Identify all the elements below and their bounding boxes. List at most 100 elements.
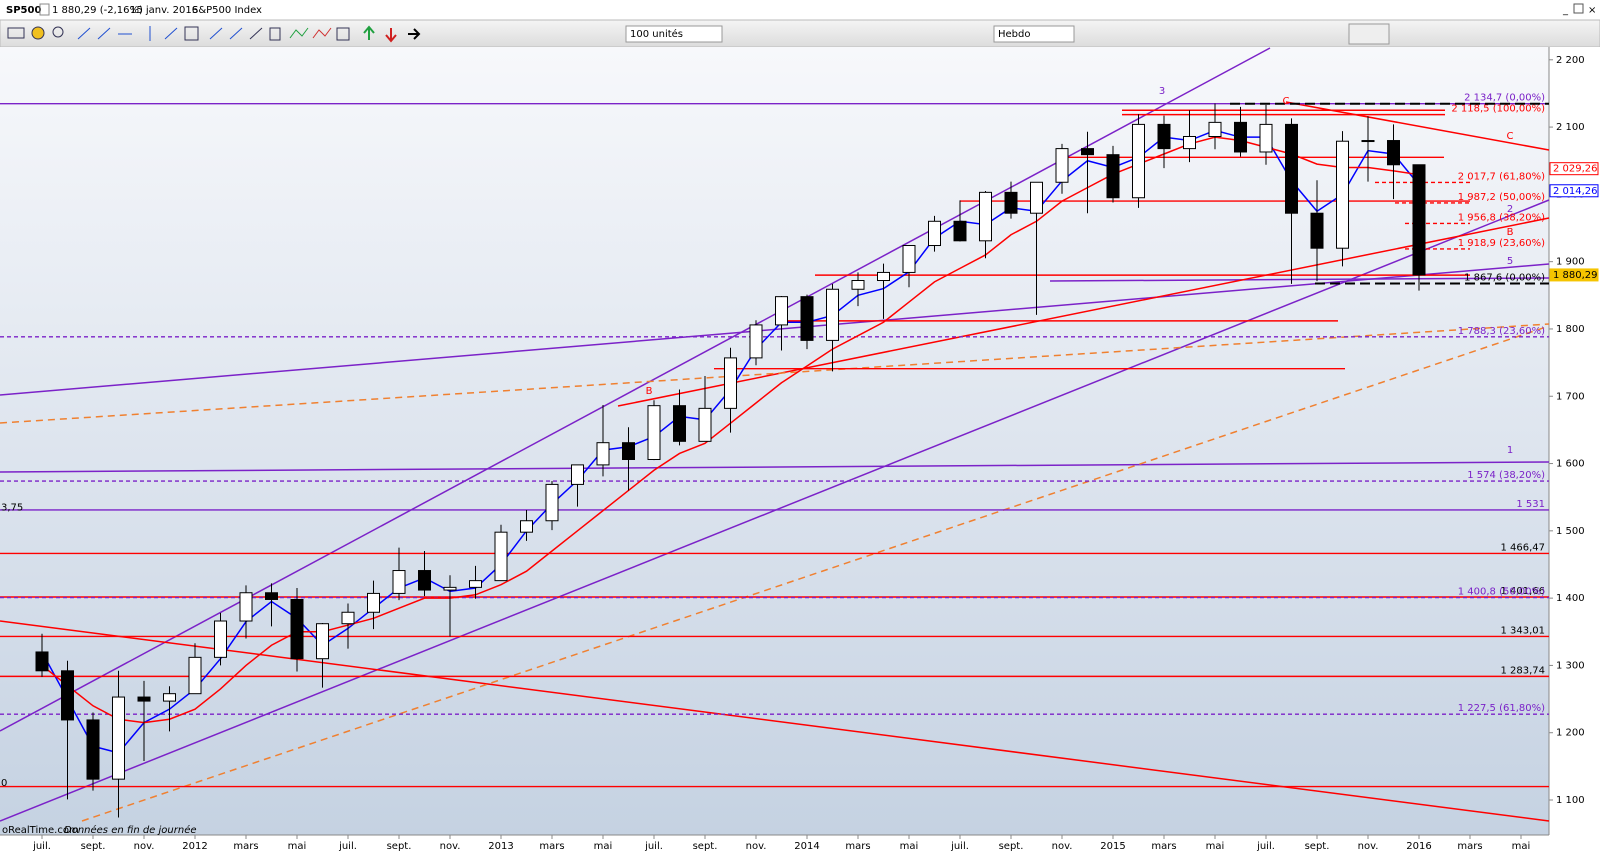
level-label: 1 867,6 (0,00%)	[1464, 272, 1545, 283]
wave-label: 2	[1507, 204, 1513, 215]
tool-cross[interactable]	[249, 27, 263, 40]
trendline	[0, 323, 1550, 424]
candle-body	[188, 656, 202, 695]
candle-body	[1157, 123, 1171, 150]
price-tag	[1549, 268, 1599, 282]
minimize[interactable]: _	[1562, 5, 1569, 16]
price-tag	[1549, 184, 1599, 198]
tool-line[interactable]	[77, 27, 91, 40]
level-label: 1 956,8 (38,20%)	[1458, 212, 1545, 223]
x-tick-label: sept.	[81, 841, 106, 852]
footer-note: Données en fin de journée	[64, 824, 197, 836]
x-tick-label: sept.	[1305, 841, 1330, 852]
trendline	[0, 461, 1550, 473]
tool-ruler[interactable]	[7, 27, 25, 39]
tool-zoom[interactable]	[52, 26, 64, 38]
candle-body	[953, 220, 967, 242]
candle-body	[290, 598, 304, 660]
candle-body	[1285, 123, 1298, 214]
units-select[interactable]	[625, 25, 723, 43]
x-tick-label: 2013	[488, 841, 513, 852]
maximize[interactable]	[1573, 3, 1584, 14]
level-label: 1 400,8 (50,00%)	[1458, 587, 1545, 598]
y-tick-label: 1 600	[1556, 459, 1585, 470]
price-tag-label: 2 014,26	[1553, 186, 1598, 197]
wave-label: 3	[1159, 86, 1165, 97]
y-tick-label: 1 700	[1556, 391, 1585, 402]
level-label: 1 283,74	[1500, 665, 1545, 676]
period-select[interactable]	[993, 25, 1075, 43]
trendline	[1049, 277, 1550, 282]
price-tag-label: 2 029,26	[1553, 164, 1598, 175]
units-value: 100 unités	[630, 28, 683, 40]
tool-text[interactable]	[336, 27, 350, 41]
price-tag-label: 1 880,29	[1553, 270, 1598, 281]
x-tick-label: mars	[1457, 841, 1482, 852]
level-label: 1 788,3 (23,60%)	[1458, 326, 1545, 337]
candle-body	[86, 719, 100, 780]
close[interactable]: ×	[1588, 5, 1596, 16]
candle-body	[265, 592, 278, 600]
tool-ray[interactable]	[97, 27, 111, 40]
tool-wave[interactable]	[289, 27, 309, 39]
level-label: 1 401,66	[1500, 586, 1545, 597]
candle-body	[571, 464, 584, 485]
candle-body	[443, 586, 457, 591]
tool-alert[interactable]	[31, 26, 45, 40]
x-tick-label: mai	[900, 841, 919, 852]
tool-fib[interactable]	[184, 26, 199, 41]
candle-body	[826, 288, 839, 341]
y-axis-area	[1549, 47, 1600, 855]
x-tick-label: nov.	[134, 841, 155, 852]
candle-body	[622, 442, 635, 461]
period-value: Hebdo	[998, 29, 1031, 40]
wave-label: 1	[1507, 445, 1513, 456]
trendline	[617, 217, 1550, 407]
tool-channel[interactable]	[164, 27, 178, 40]
level-label: 1 343,01	[1500, 625, 1545, 636]
tool-next[interactable]	[408, 28, 421, 40]
candle-body	[341, 611, 355, 625]
x-tick-label: 2016	[1406, 841, 1431, 852]
candle-body	[1310, 212, 1324, 249]
candle-body	[596, 442, 610, 466]
tool-down[interactable]	[385, 28, 397, 43]
x-axis-area	[0, 835, 1549, 855]
x-tick-label: nov.	[440, 841, 461, 852]
tool-up[interactable]	[363, 25, 375, 40]
tools	[7, 25, 421, 43]
y-tick-label: 1 900	[1556, 257, 1585, 268]
chart-style-button[interactable]	[1348, 23, 1390, 45]
level-label: 1 918,9 (23,60%)	[1458, 238, 1545, 249]
candle-body	[1234, 121, 1247, 153]
instrument: S&P500 Index	[192, 5, 262, 16]
wave-label: C	[1507, 131, 1514, 142]
y-tick-label: 2 100	[1556, 122, 1585, 133]
candle-body	[877, 271, 890, 282]
tool-pattern[interactable]	[312, 27, 332, 39]
candle-body	[749, 324, 763, 359]
tool-delete[interactable]	[269, 27, 281, 41]
tool-fan[interactable]	[209, 27, 223, 40]
x-tick-label: mars	[539, 841, 564, 852]
x-tick-label: juil.	[644, 841, 663, 852]
tool-arc[interactable]	[229, 27, 243, 40]
level-label: 2 017,7 (61,80%)	[1458, 171, 1545, 182]
candle-body	[1412, 164, 1426, 276]
y-tick-label: 2 200	[1556, 55, 1585, 66]
x-tick-label: 2015	[1100, 841, 1125, 852]
footer-source: oRealTime.com	[2, 825, 79, 836]
candle-body	[1183, 135, 1196, 150]
x-tick-label: 2012	[182, 841, 207, 852]
y-tick-label: 1 100	[1556, 795, 1585, 806]
x-tick-label: mai	[288, 841, 307, 852]
candle-body	[1030, 181, 1043, 214]
candle-body	[137, 696, 151, 702]
y-tick-label: 1 200	[1556, 728, 1585, 739]
candle-body	[1106, 154, 1120, 199]
info-icon[interactable]	[39, 3, 50, 16]
candle-body	[851, 280, 865, 290]
x-tick-label: juil.	[950, 841, 969, 852]
level-label: 1 574 (38,20%)	[1467, 470, 1545, 481]
